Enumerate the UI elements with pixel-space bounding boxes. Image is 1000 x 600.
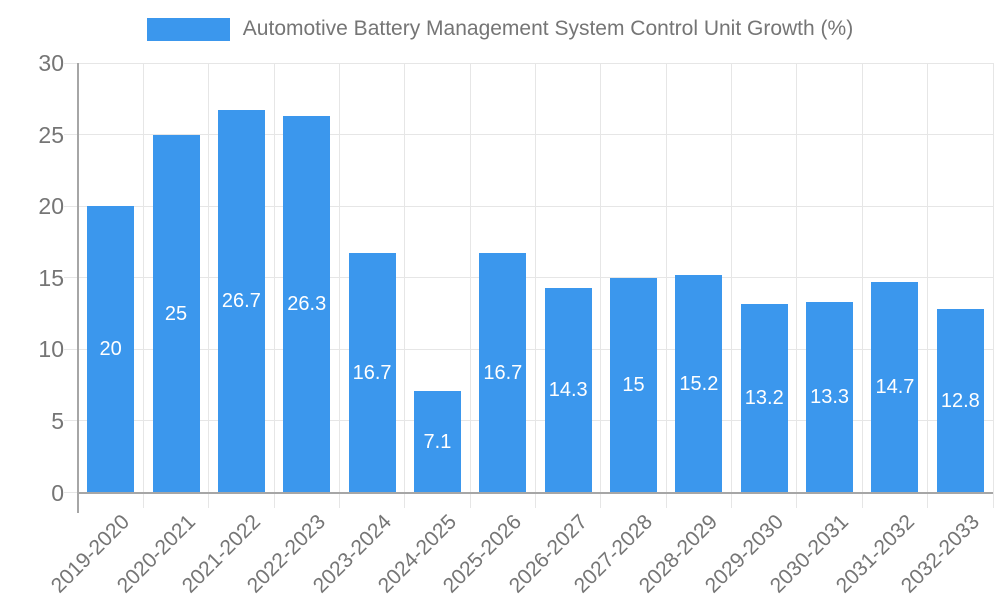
x-axis-tick xyxy=(992,492,994,508)
y-axis-tick xyxy=(64,134,78,136)
y-axis-label: 15 xyxy=(38,264,64,291)
gridline-v xyxy=(927,63,929,493)
bar-2032-2033[interactable] xyxy=(936,309,984,493)
y-axis-tick xyxy=(64,205,78,207)
bar-2020-2021[interactable] xyxy=(152,134,200,493)
y-axis-label: 5 xyxy=(51,407,64,434)
y-axis-label: 20 xyxy=(38,193,64,220)
bar-value-label: 16.7 xyxy=(352,361,392,384)
gridline-v xyxy=(404,63,406,493)
gridline-v xyxy=(600,63,602,493)
gridline-v xyxy=(273,63,275,493)
y-axis-tick xyxy=(64,348,78,350)
bar-2023-2024[interactable] xyxy=(348,253,396,493)
gridline-v xyxy=(796,63,798,493)
gridline-v xyxy=(208,63,210,493)
x-axis-tick xyxy=(404,492,406,508)
bar-value-label: 16.7 xyxy=(483,361,523,384)
y-axis-label: 30 xyxy=(38,50,64,76)
x-axis-tick xyxy=(861,492,863,508)
x-axis-tick xyxy=(338,492,340,508)
bar-value-label: 15 xyxy=(622,374,645,397)
x-axis-tick xyxy=(600,492,602,508)
bar-value-label: 26.7 xyxy=(221,290,261,313)
y-axis-tick xyxy=(64,492,78,493)
bar-2027-2028[interactable] xyxy=(610,277,658,493)
x-axis-tick xyxy=(535,492,536,508)
x-axis-tick xyxy=(796,492,798,508)
bar-2024-2025[interactable] xyxy=(413,390,461,493)
gridline-v xyxy=(731,63,733,493)
gridline-v xyxy=(469,63,471,493)
y-axis-label: 10 xyxy=(38,336,64,363)
bar-value-label: 12.8 xyxy=(940,389,980,412)
x-axis-tick xyxy=(469,492,471,508)
y-axis-tick xyxy=(64,420,78,422)
gridline-v xyxy=(861,63,863,493)
bar-2026-2027[interactable] xyxy=(544,287,592,493)
gridline-v xyxy=(338,63,340,493)
y-axis-tick xyxy=(64,62,78,64)
bar-2019-2020[interactable] xyxy=(87,206,135,493)
gridline-v xyxy=(665,63,667,493)
y-axis-label: 0 xyxy=(51,479,64,506)
y-axis-line xyxy=(76,63,79,513)
x-axis-tick xyxy=(731,492,733,508)
y-axis-tick xyxy=(64,277,78,279)
bar-value-label: 26.3 xyxy=(287,293,327,316)
bar-value-label: 14.3 xyxy=(548,379,588,402)
gridline-v xyxy=(992,63,994,493)
bar-2029-2030[interactable] xyxy=(740,303,788,493)
bar-2028-2029[interactable] xyxy=(675,274,723,493)
bar-2025-2026[interactable] xyxy=(479,253,527,493)
chart-title: Automotive Battery Management System Con… xyxy=(242,17,854,40)
x-axis-tick xyxy=(208,492,210,508)
bar-2022-2023[interactable] xyxy=(283,115,331,493)
gridline-v xyxy=(535,63,536,493)
bar-value-label: 13.2 xyxy=(744,387,784,409)
x-axis-tick xyxy=(927,492,929,508)
bar-value-label: 7.1 xyxy=(423,430,452,453)
bar-value-label: 25 xyxy=(164,302,188,325)
y-axis-label: 25 xyxy=(38,121,64,148)
x-axis-tick xyxy=(665,492,667,508)
bar-2021-2022[interactable] xyxy=(217,110,265,493)
gridline-v xyxy=(142,63,144,493)
legend-swatch xyxy=(146,17,230,41)
legend-item[interactable]: Automotive Battery Management System Con… xyxy=(146,17,854,41)
x-axis-tick xyxy=(142,492,144,508)
bar-2030-2031[interactable] xyxy=(806,302,854,493)
bar-value-label: 13.3 xyxy=(810,386,850,409)
bar-value-label: 15.2 xyxy=(679,372,719,395)
x-axis-tick xyxy=(273,492,275,508)
bar-2031-2032[interactable] xyxy=(871,282,919,493)
bar-value-label: 14.7 xyxy=(875,376,915,399)
x-axis-line xyxy=(78,491,993,494)
bar-value-label: 20 xyxy=(99,338,122,361)
legend: Automotive Battery Management System Con… xyxy=(0,17,1000,41)
